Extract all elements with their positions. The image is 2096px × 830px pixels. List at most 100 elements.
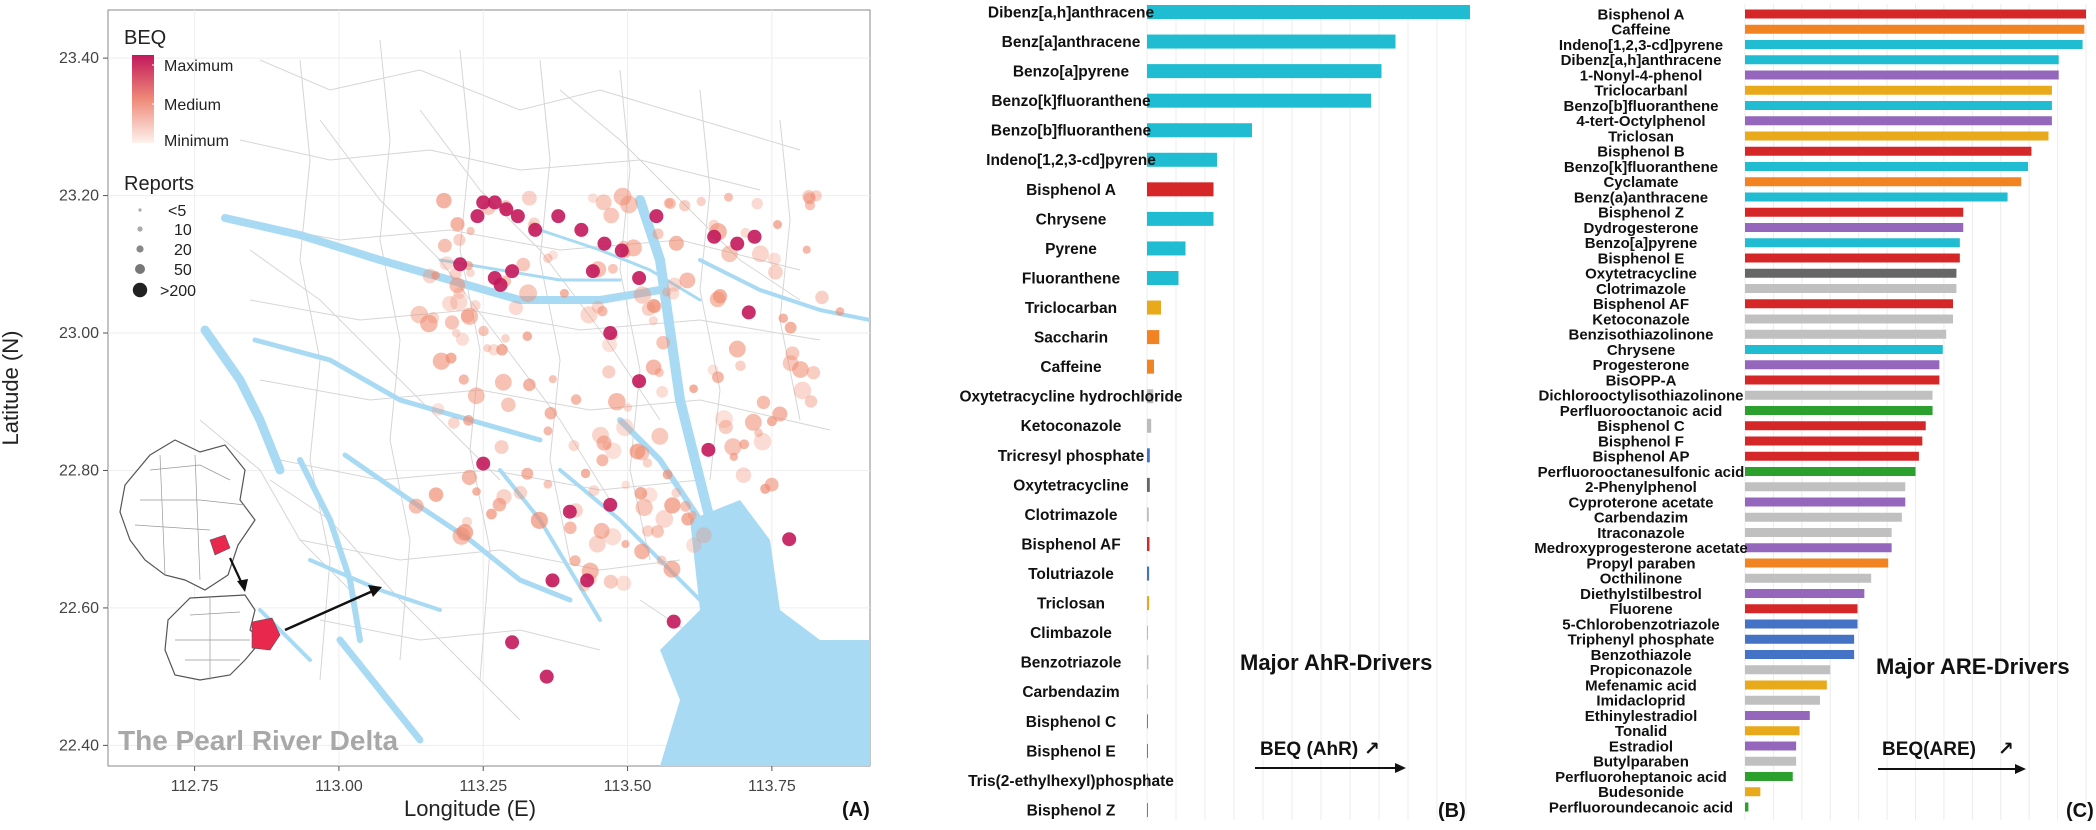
bar-label-28: Bisphenol Z [1027, 802, 1116, 819]
low-beq-dot [668, 235, 684, 251]
bar-7 [1147, 182, 1214, 197]
low-beq-dot [689, 384, 698, 394]
bar-24 [1147, 684, 1148, 699]
low-beq-dot [663, 198, 674, 208]
bar-19 [1147, 537, 1150, 551]
high-beq-site [551, 209, 566, 224]
bar-label-21: Triclosan [1037, 596, 1105, 613]
low-beq-dot [695, 527, 712, 544]
low-beq-dot [602, 337, 618, 353]
bar-1 [1147, 5, 1497, 19]
low-beq-dot [587, 193, 598, 204]
high-beq-site [701, 442, 716, 457]
high-beq-site [545, 573, 560, 588]
bar-label-21: Ketoconazole [1592, 311, 1690, 328]
are-category-labels: Bisphenol ACaffeineIndeno[1,2,3-cd]pyren… [1534, 6, 1747, 816]
bar-46 [1745, 695, 1821, 705]
bar-15 [1147, 418, 1152, 433]
bar-label-53: Perfluoroundecanoic acid [1549, 799, 1733, 816]
bar-4 [1147, 93, 1371, 108]
low-beq-dot [603, 207, 620, 224]
low-beq-dot [680, 501, 691, 512]
bar-label-7: Benzo[b]fluoranthene [1564, 98, 1719, 115]
bar-3 [1745, 40, 2083, 49]
low-beq-dot [724, 192, 733, 202]
high-beq-site [580, 573, 595, 588]
low-beq-dot [656, 335, 670, 350]
bar-label-22: Benzisothiazolinone [1568, 327, 1713, 344]
low-beq-dot [708, 219, 720, 231]
bar-label-5: Benzo[b]fluoranthene [991, 123, 1152, 140]
bar-9 [1147, 241, 1186, 256]
bar-label-9: Pyrene [1045, 241, 1097, 258]
high-beq-site [476, 456, 491, 471]
low-beq-dot [623, 403, 633, 412]
low-beq-dot [803, 192, 816, 205]
low-beq-dot [652, 228, 664, 240]
low-beq-dot [664, 197, 676, 210]
low-beq-dot [751, 245, 769, 263]
low-beq-dot [494, 373, 512, 391]
legend-size-dot-1 [138, 208, 142, 212]
low-beq-dot [472, 487, 481, 496]
bar-label-2: Caffeine [1611, 22, 1670, 39]
high-beq-site [730, 236, 745, 251]
bar-label-37: Propyl paraben [1586, 555, 1695, 572]
bar-label-14: Oxytetracycline hydrochloride [959, 389, 1182, 406]
low-beq-dot [616, 418, 634, 437]
bar-10 [1147, 271, 1179, 285]
low-beq-dot [634, 486, 648, 500]
bar-21 [1147, 596, 1150, 611]
bar-44 [1745, 665, 1831, 675]
ahr-axis-arrow-glyph: ↗ [1364, 738, 1380, 760]
low-beq-dot [523, 378, 536, 392]
bar-8 [1147, 211, 1214, 226]
bar-42 [1745, 634, 1855, 644]
low-beq-dot [564, 521, 577, 535]
bar-label-17: Oxytetracycline [1013, 477, 1129, 494]
high-beq-site [487, 195, 502, 210]
bar-51 [1745, 772, 1793, 781]
low-beq-dot [835, 307, 845, 316]
bar-47 [1745, 711, 1810, 720]
high-beq-site [603, 326, 618, 341]
bar-label-44: Propiconazole [1590, 662, 1693, 679]
low-beq-dot [718, 419, 733, 435]
map-axis-ticks: 112.75 113.00 113.25 113.50 113.75 23.40 23.20… [59, 50, 796, 795]
bar-label-49: Estradiol [1609, 738, 1673, 755]
bar-38 [1745, 573, 1872, 583]
ahr-chart-title: Major AhR-Drivers [1240, 650, 1432, 675]
low-beq-dot [451, 328, 461, 338]
low-beq-dot [806, 365, 821, 380]
bar-12 [1147, 330, 1160, 345]
map-region-label: The Pearl River Delta [118, 725, 399, 756]
legend-color-title: BEQ [124, 27, 166, 49]
low-beq-dot [679, 199, 691, 212]
bar-36 [1745, 543, 1892, 553]
low-beq-dot [773, 220, 783, 230]
low-beq-dot [439, 256, 454, 271]
bar-41 [1745, 619, 1858, 629]
bar-13 [1147, 359, 1154, 374]
low-beq-dot [603, 528, 622, 546]
high-beq-site [707, 229, 722, 244]
low-beq-dot [679, 272, 696, 289]
high-beq-site [562, 504, 577, 519]
low-beq-dot [613, 187, 632, 206]
low-beq-dot [522, 331, 533, 342]
low-beq-dot [513, 485, 528, 500]
low-beq-dot [641, 302, 656, 317]
bar-31 [1745, 467, 1916, 476]
low-beq-dot [486, 508, 497, 520]
road-network [199, 39, 831, 721]
legend-size-dot-5 [132, 282, 148, 298]
bar-26 [1147, 743, 1148, 758]
low-beq-dot [804, 395, 818, 408]
high-beq-site [493, 277, 508, 292]
low-beq-dot [543, 426, 553, 436]
low-beq-dot [470, 300, 481, 311]
low-beq-dot [530, 511, 548, 529]
ahr-bar-chart: Dibenz[a,h]anthracene Benz[a]anthracene Be… [959, 4, 1497, 822]
high-beq-site [649, 209, 664, 224]
low-beq-dot [802, 189, 816, 203]
